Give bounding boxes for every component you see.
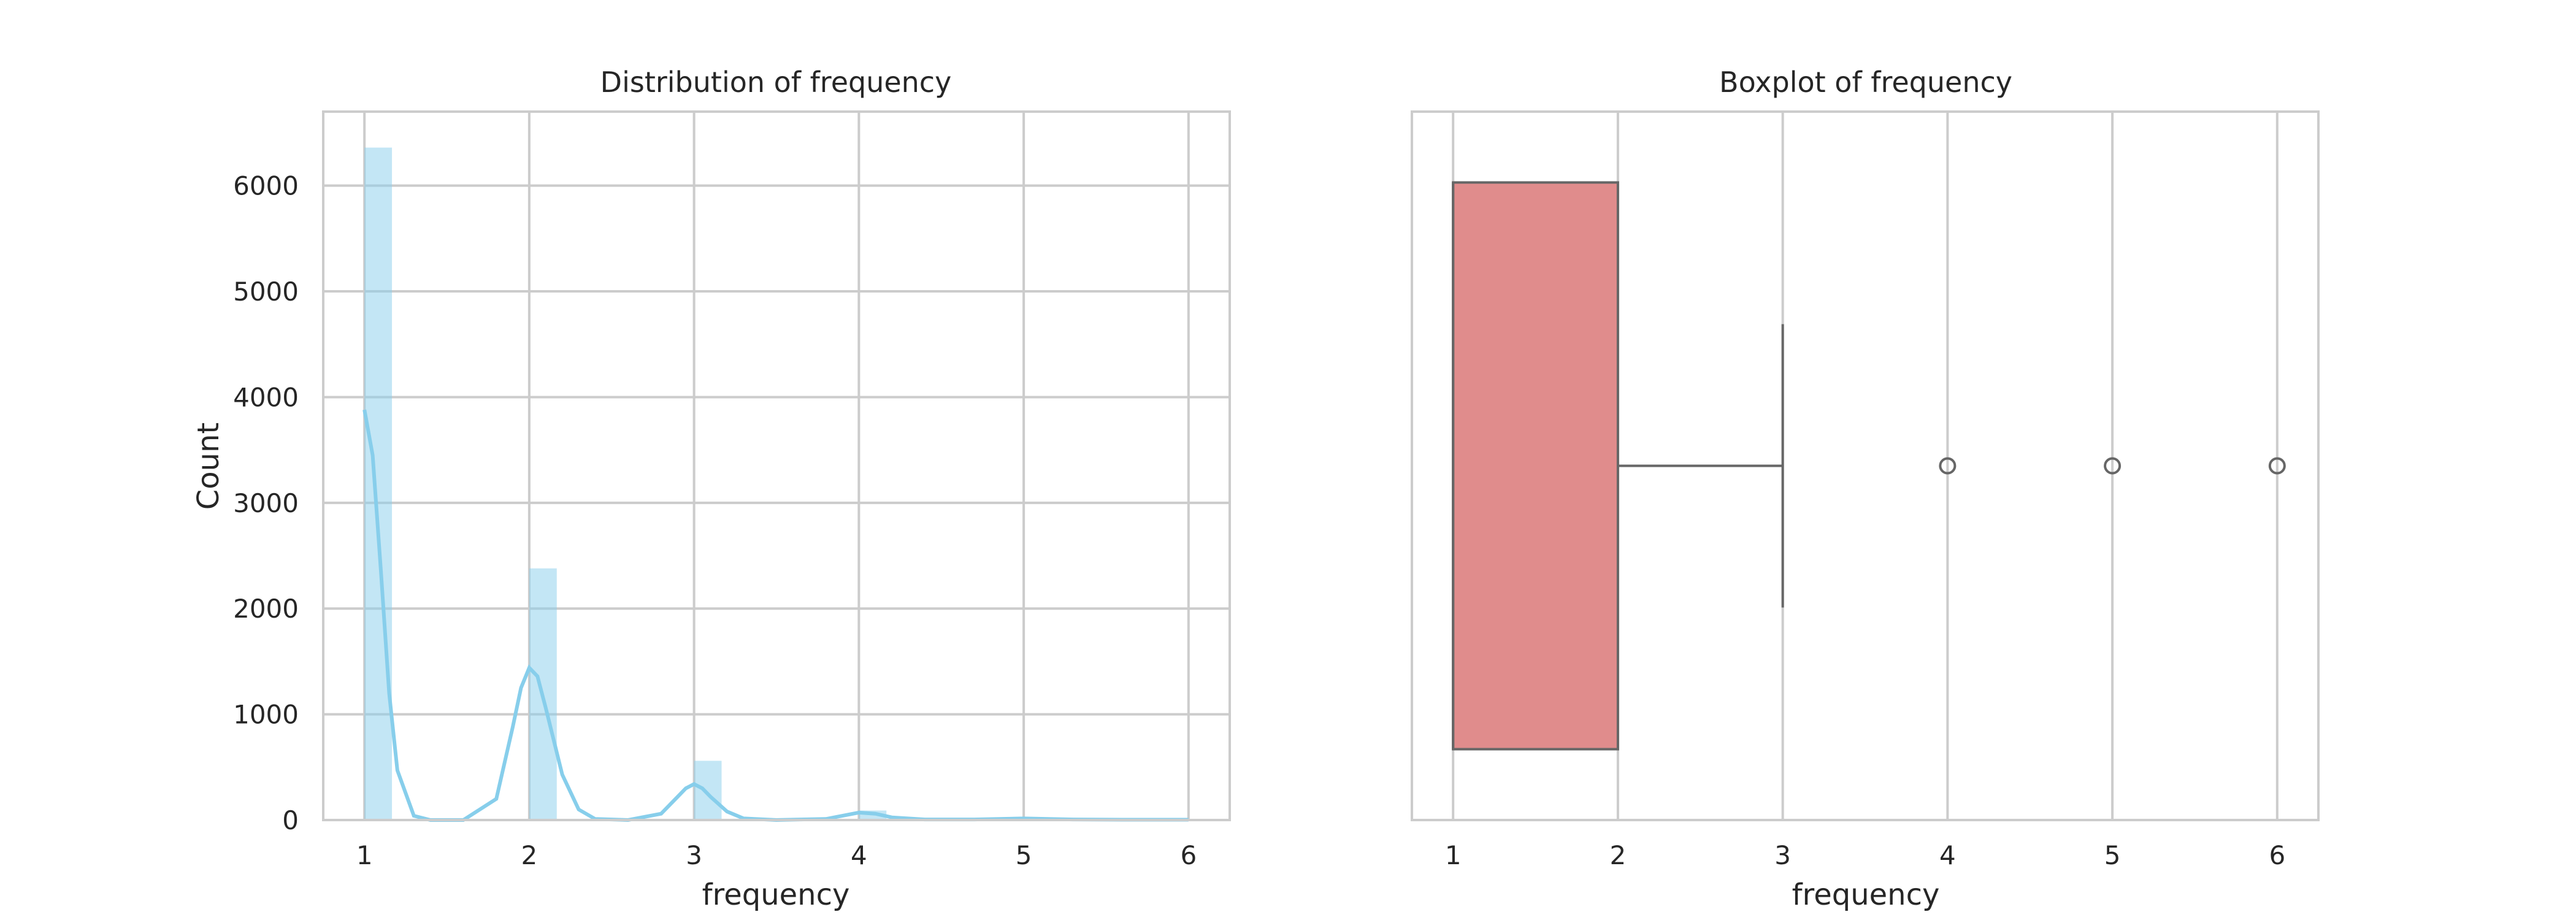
histogram-y-tick-label: 4000 xyxy=(233,382,299,412)
boxplot-x-tick-label: 3 xyxy=(1774,840,1791,870)
histogram-y-tick-label: 2000 xyxy=(233,594,299,624)
histogram-bar xyxy=(694,761,722,820)
boxplot-panel: Boxplot of frequency 1 2 3 4 5 6 frequency xyxy=(1411,66,2320,912)
boxplot-x-axis-label: frequency xyxy=(1792,878,1940,912)
histogram-y-tick-label: 1000 xyxy=(233,700,299,730)
histogram-y-tick-label: 5000 xyxy=(233,277,299,307)
histogram-y-tick-label: 6000 xyxy=(233,171,299,201)
histogram-x-axis-label: frequency xyxy=(702,878,850,912)
boxplot-x-tick-label: 4 xyxy=(1939,840,1956,870)
histogram-y-tick-label: 0 xyxy=(282,805,299,835)
histogram-y-ticks: 0 1000 2000 3000 4000 5000 6000 xyxy=(233,171,299,835)
histogram-bars xyxy=(364,147,1216,820)
histogram-x-tick-label: 6 xyxy=(1180,840,1197,870)
histogram-x-tick-label: 2 xyxy=(521,840,538,870)
outlier-point xyxy=(2268,457,2286,475)
kde-curve xyxy=(362,409,1189,822)
histogram-title: Distribution of frequency xyxy=(600,66,952,99)
boxplot xyxy=(1452,181,2286,751)
histogram-x-ticks: 1 2 3 4 5 6 xyxy=(356,840,1197,870)
histogram-panel: Distribution of frequency 1 2 3 4 5 6 0 1000 20… xyxy=(191,66,1231,912)
histogram-y-axis-label: Count xyxy=(191,423,226,510)
histogram-x-tick-label: 3 xyxy=(686,840,702,870)
histogram-x-tick-label: 4 xyxy=(851,840,867,870)
box-iqr xyxy=(1452,181,1619,751)
histogram-bar xyxy=(364,147,393,820)
boxplot-x-ticks: 1 2 3 4 5 6 xyxy=(1445,840,2285,870)
histogram-y-tick-label: 3000 xyxy=(233,488,299,518)
boxplot-plot-frame xyxy=(1411,110,2320,821)
histogram-plot-frame xyxy=(322,110,1231,821)
histogram-x-tick-label: 5 xyxy=(1016,840,1032,870)
boxplot-x-tick-label: 5 xyxy=(2104,840,2121,870)
histogram-grid xyxy=(323,112,1230,821)
outlier-point xyxy=(1939,457,1957,475)
boxplot-x-tick-label: 2 xyxy=(1610,840,1627,870)
outlier-point xyxy=(2104,457,2122,475)
boxplot-x-tick-label: 1 xyxy=(1445,840,1462,870)
boxplot-x-tick-label: 6 xyxy=(2269,840,2285,870)
boxplot-title: Boxplot of frequency xyxy=(1719,66,2012,99)
histogram-x-tick-label: 1 xyxy=(356,840,373,870)
